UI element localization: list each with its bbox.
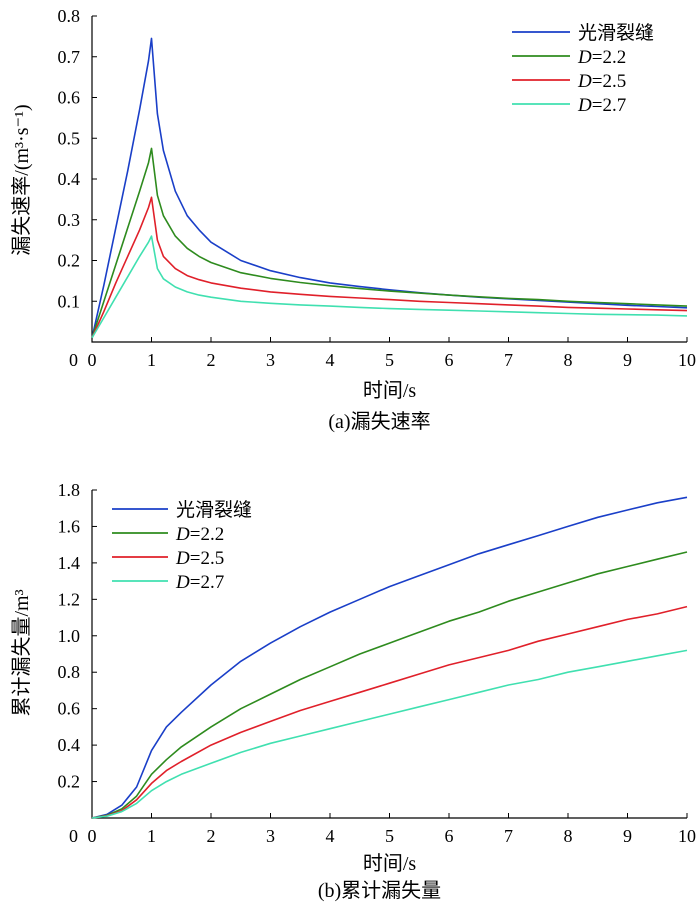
x-tick-label: 8 <box>564 826 573 846</box>
legend-label-d22: D=2.2 <box>175 524 224 545</box>
x-tick-label: 0 <box>88 350 97 370</box>
series-line-d25 <box>91 196 688 339</box>
y-tick-label: 0.8 <box>58 662 81 682</box>
x-tick-label: 10 <box>678 350 696 370</box>
y-tick-label: 0.2 <box>58 772 81 792</box>
x-tick-label: 4 <box>326 826 335 846</box>
legend-label-d22: D=2.2 <box>577 47 626 68</box>
x-tick-label: 5 <box>385 350 394 370</box>
x-axis-label: 时间/s <box>363 852 417 875</box>
series-line-smooth <box>91 496 688 819</box>
x-tick-label: 3 <box>266 350 275 370</box>
x-axis-label: 时间/s <box>363 379 417 402</box>
legend-label-smooth: 光滑裂缝 <box>578 22 654 44</box>
y-tick-label: 0.4 <box>58 735 81 755</box>
y-tick-label: 0.5 <box>58 128 81 148</box>
legend-label-d27: D=2.7 <box>577 95 626 116</box>
x-tick-label: 7 <box>504 350 513 370</box>
legend: 光滑裂缝 D=2.2 D=2.5 D=2.7 <box>512 22 654 116</box>
y-tick-label: 1.4 <box>58 553 81 573</box>
y-tick-label-zero: 0 <box>69 350 78 370</box>
x-tick-label: 1 <box>147 350 156 370</box>
y-tick-label: 1.2 <box>58 589 81 609</box>
series-line-d27 <box>91 649 688 819</box>
chart-a: 0 1 2 3 4 5 6 7 8 9 10 0 0.1 0.2 0.3 0.4 0.5 0.6 0.7 0.8 时间/… <box>10 6 696 433</box>
y-tick-label: 0.7 <box>58 47 81 67</box>
legend-label-d25: D=2.5 <box>577 71 626 92</box>
y-tick-label: 0.8 <box>58 6 81 26</box>
x-tick-label: 10 <box>678 826 696 846</box>
x-tick-label: 2 <box>207 826 216 846</box>
x-tick-label: 9 <box>623 826 632 846</box>
chart-caption: (b)累计漏失量 <box>318 879 441 902</box>
y-tick-label: 1.6 <box>58 516 81 536</box>
series-line-d22 <box>91 147 688 339</box>
x-tick-label: 5 <box>385 826 394 846</box>
x-tick-label: 8 <box>564 350 573 370</box>
x-tick-label: 4 <box>326 350 335 370</box>
y-tick-label: 1.8 <box>58 480 81 500</box>
legend: 光滑裂缝 D=2.2 D=2.5 D=2.7 <box>112 499 252 593</box>
chart-caption: (a)漏失速率 <box>328 410 430 433</box>
legend-label-smooth: 光滑裂缝 <box>176 499 252 521</box>
series-line-d27 <box>91 235 688 339</box>
series-line-d25 <box>91 605 688 819</box>
chart-b: 0 1 2 3 4 5 6 7 8 9 10 0 0.2 0.4 0.6 0.8 1.0 1.2 1.4 1.6 1.8… <box>10 480 696 902</box>
x-tick-label: 1 <box>147 826 156 846</box>
x-tick-label: 9 <box>623 350 632 370</box>
y-axis-label: 漏失速率/(m³·s⁻¹) <box>10 104 33 255</box>
legend-label-d27: D=2.7 <box>175 572 224 593</box>
series-line-d22 <box>91 551 688 819</box>
y-tick-label: 0.4 <box>58 169 81 189</box>
legend-label-d25: D=2.5 <box>175 548 224 569</box>
y-tick-label: 0.6 <box>58 88 81 108</box>
y-tick-label-zero: 0 <box>69 826 78 846</box>
y-tick-label: 1.0 <box>58 626 81 646</box>
y-tick-label: 0.2 <box>58 251 81 271</box>
x-tick-label: 0 <box>88 826 97 846</box>
x-tick-label: 3 <box>266 826 275 846</box>
x-tick-label: 2 <box>207 350 216 370</box>
y-axis-label: 累计漏失量/m³ <box>10 589 33 716</box>
y-tick-label: 0.3 <box>58 210 81 230</box>
y-tick-label: 0.6 <box>58 699 81 719</box>
x-tick-label: 6 <box>445 826 454 846</box>
x-tick-label: 7 <box>504 826 513 846</box>
x-tick-label: 6 <box>445 350 454 370</box>
y-tick-label: 0.1 <box>58 291 81 311</box>
